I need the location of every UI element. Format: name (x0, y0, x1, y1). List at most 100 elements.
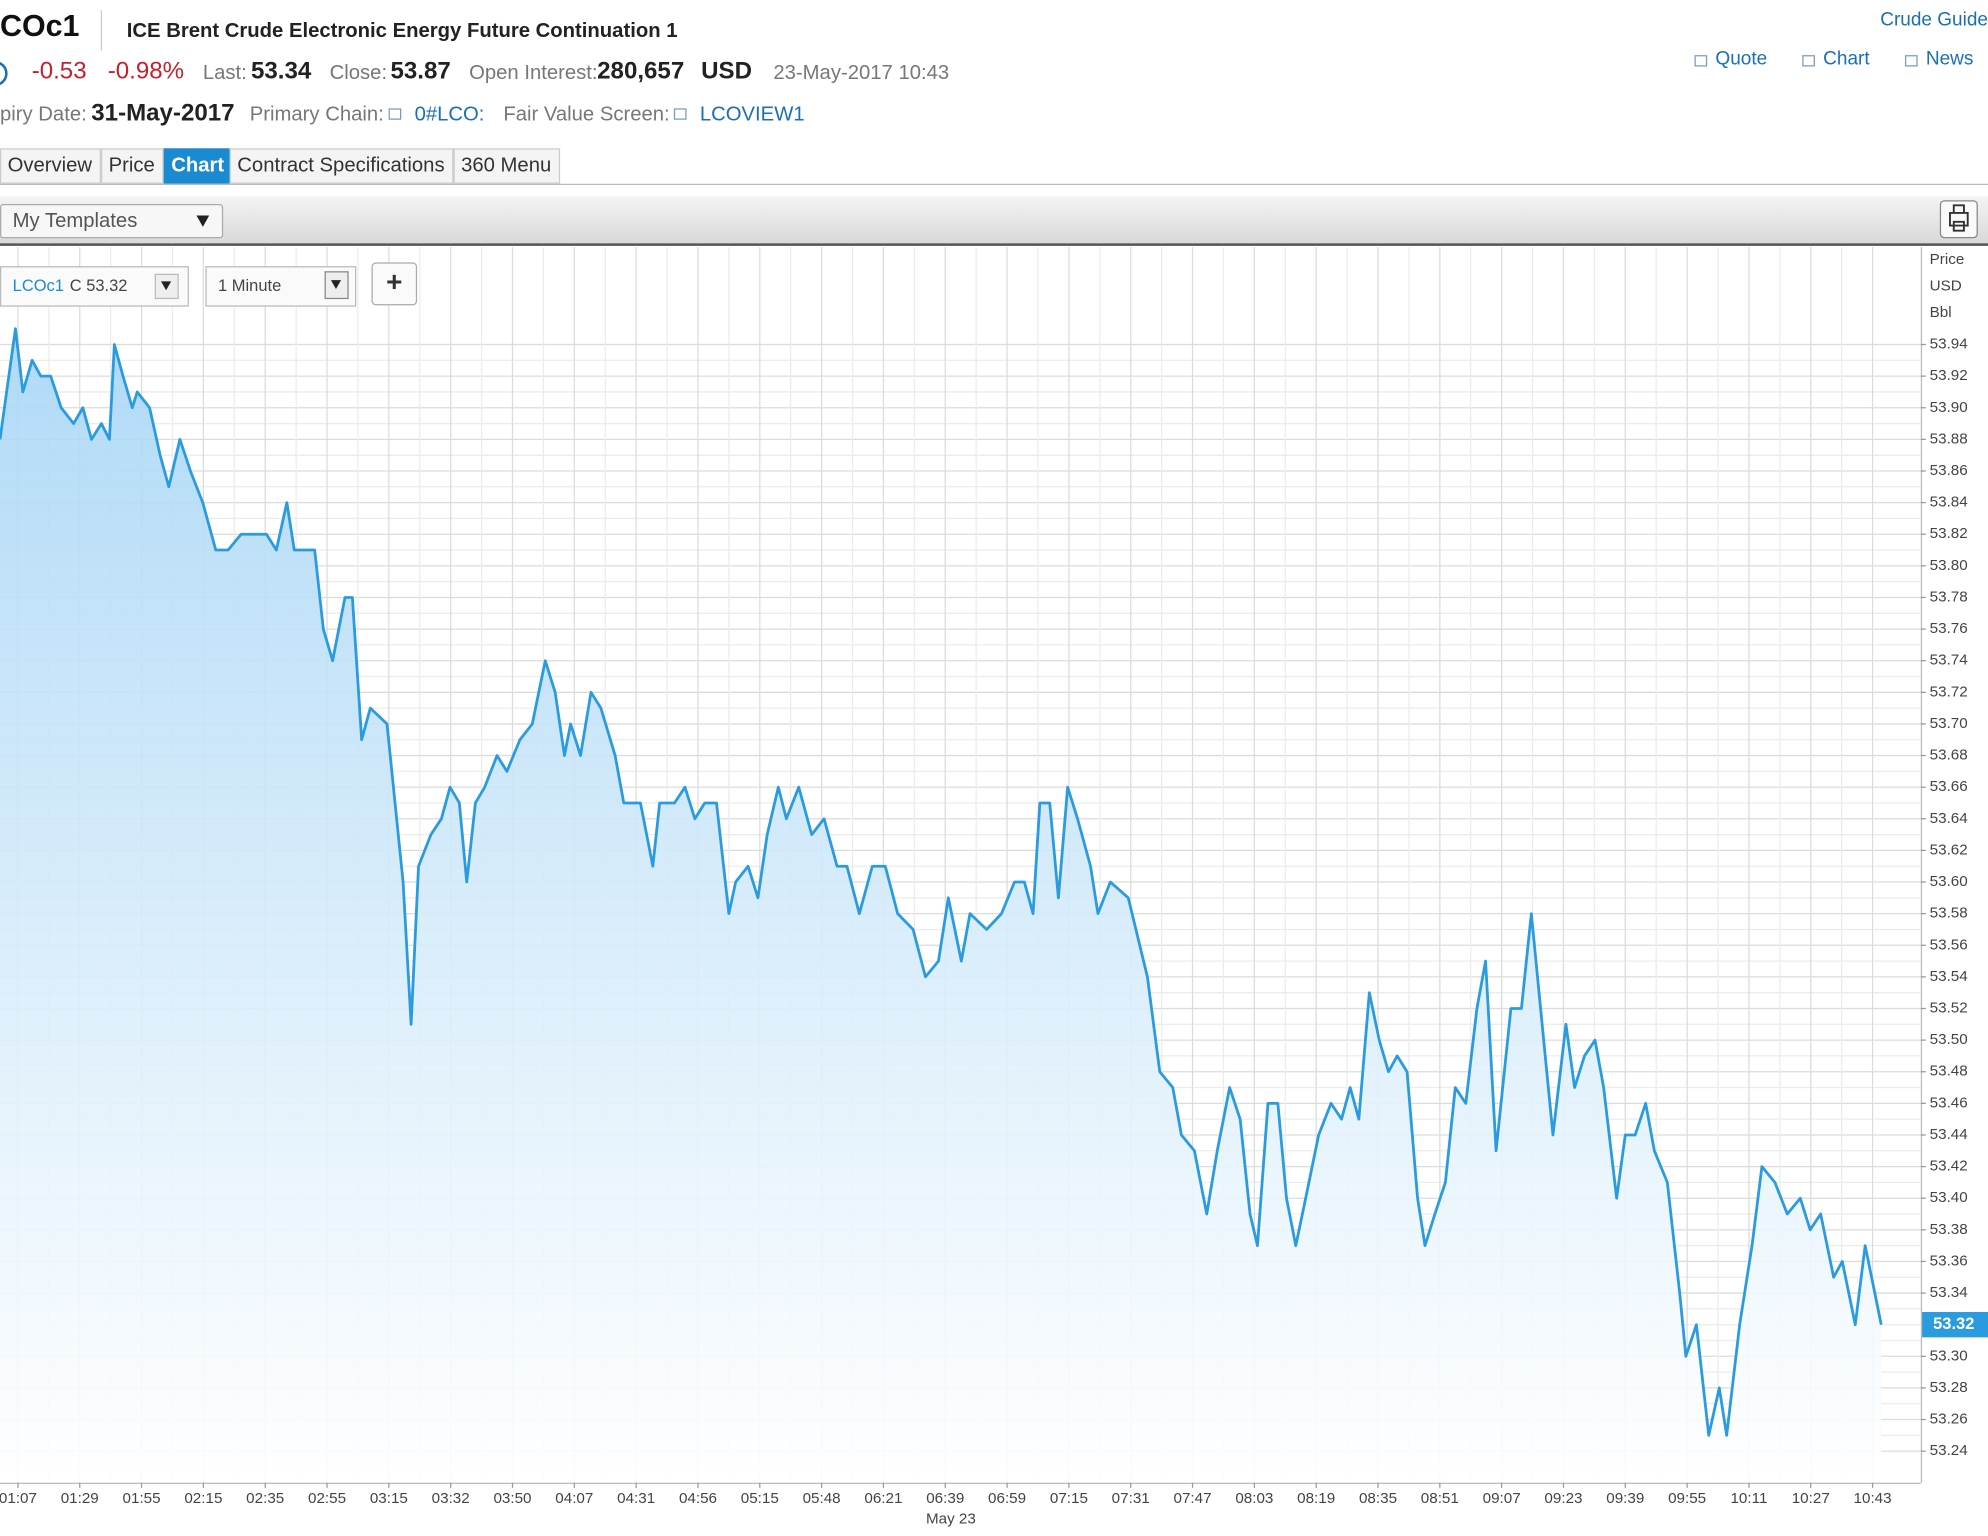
y-tick-label: 53.36 (1930, 1252, 1968, 1269)
tab-bar: Overview Price Chart Contract Specification… (0, 148, 561, 184)
x-tick-label: 05:48 (803, 1490, 841, 1507)
dropdown-arrow (161, 281, 172, 291)
x-tick-label: 04:31 (617, 1490, 655, 1507)
print-icon (1949, 204, 1969, 232)
y-tick-label: 53.86 (1930, 462, 1968, 479)
print-button[interactable] (1939, 200, 1978, 239)
x-tick-label: 01:55 (123, 1490, 161, 1507)
tab[interactable]: Price (100, 148, 164, 184)
tab-box (163, 148, 230, 184)
tab[interactable]: 360 Menu (453, 148, 561, 184)
x-tick-label: 04:07 (555, 1490, 593, 1507)
quote-link[interactable]: Quote (1715, 49, 1767, 70)
x-tick-label: 02:35 (246, 1490, 284, 1507)
x-tick-label: 08:51 (1421, 1490, 1459, 1507)
price-line (0, 327, 1883, 1437)
fv-label: Fair Value Screen: (503, 104, 669, 126)
x-tick-label: 09:39 (1606, 1490, 1644, 1507)
y-tick-label: 53.70 (1930, 715, 1968, 732)
x-tick-label: 03:15 (370, 1490, 408, 1507)
chart-link[interactable]: Chart (1823, 49, 1870, 70)
y-tick-label: 53.44 (1930, 1126, 1969, 1143)
x-tick-label: 09:55 (1668, 1490, 1706, 1507)
tab-label: Chart (171, 154, 224, 176)
x-tick-label: 06:59 (988, 1490, 1026, 1507)
tab[interactable]: Chart (163, 148, 230, 184)
tab-label: 360 Menu (461, 154, 551, 176)
y-tick-label: 53.56 (1930, 936, 1968, 953)
y-tick-label: 53.46 (1930, 1094, 1968, 1111)
tab[interactable]: Contract Specifications (229, 148, 454, 184)
expiry-value: 31-May-2017 (91, 99, 234, 126)
x-tick-label: 10:27 (1792, 1490, 1830, 1507)
y-tick-label: 53.88 (1930, 430, 1968, 447)
y-tick-label: 53.30 (1930, 1347, 1968, 1364)
templates-label: My Templates (13, 210, 138, 232)
y-tick-label: 53.90 (1930, 399, 1968, 416)
close-prefix: C (70, 277, 82, 295)
net-change: -0.53 (32, 58, 87, 85)
tab-label: Contract Specifications (237, 154, 444, 176)
guide-link[interactable]: Crude Guide (1880, 9, 1988, 30)
tab-label: Price (109, 154, 155, 176)
y-tick-label: 53.80 (1930, 557, 1968, 574)
instrument-name: ICE Brent Crude Electronic Energy Future… (127, 20, 678, 42)
y-tick-label: 53.72 (1930, 683, 1968, 700)
interval-label: 1 Minute (218, 277, 281, 295)
area-fill (0, 328, 1882, 1483)
y-tick-label: 53.68 (1930, 747, 1968, 764)
y-tick-label: 53.58 (1930, 905, 1968, 922)
dropdown-arrow (196, 215, 210, 227)
y-tick-label: 53.60 (1930, 873, 1968, 890)
y-tick-label: 53.52 (1930, 1000, 1968, 1017)
y-tick-label: 53.38 (1930, 1221, 1968, 1238)
tab-box (100, 148, 164, 184)
x-tick-label: 06:39 (926, 1490, 964, 1507)
x-tick-label: 01:29 (61, 1490, 99, 1507)
y-tick-label: 53.82 (1930, 525, 1968, 542)
series-last: 53.32 (86, 277, 127, 295)
templates-dropdown[interactable] (0, 204, 224, 239)
x-tick-label: 07:31 (1112, 1490, 1150, 1507)
y-tick-label: 53.66 (1930, 778, 1968, 795)
y-unit: Bbl (1930, 304, 1952, 321)
timestamp: 23-May-2017 10:43 (773, 62, 949, 84)
dropdown-arrow (330, 280, 342, 289)
last-label: Last: (203, 62, 247, 84)
x-tick-label: 07:15 (1050, 1490, 1088, 1507)
y-unit: Price (1930, 251, 1965, 268)
x-tick-label: 04:56 (679, 1490, 717, 1507)
status-icon (0, 61, 8, 86)
y-tick-label: 53.42 (1930, 1158, 1968, 1175)
y-tick-label: 53.28 (1930, 1379, 1968, 1396)
x-tick-label: 01:07 (0, 1490, 37, 1507)
y-tick-label: 53.62 (1930, 841, 1968, 858)
date-label: May 23 (926, 1511, 976, 1528)
news-link[interactable]: News (1926, 49, 1974, 70)
tab-box (0, 148, 101, 184)
x-tick-label: 05:15 (741, 1490, 779, 1507)
y-tick-label: 53.26 (1930, 1411, 1968, 1428)
add-button[interactable] (371, 262, 418, 306)
link-icon (673, 108, 687, 120)
y-unit: USD (1930, 277, 1962, 294)
x-tick-label: 08:35 (1359, 1490, 1397, 1507)
toolbar (0, 196, 1988, 245)
pct-change: -0.98% (108, 58, 184, 85)
close-value: 53.87 (391, 58, 451, 85)
tab[interactable]: Overview (0, 148, 101, 184)
y-tick-label: 53.84 (1930, 494, 1969, 511)
series-name: LCOc1 (13, 277, 64, 295)
y-tick-label: 53.24 (1930, 1442, 1969, 1459)
x-tick-label: 08:03 (1235, 1490, 1273, 1507)
x-tick-label: 06:21 (864, 1490, 902, 1507)
link-icon (388, 108, 402, 120)
last-value-label: 53.32 (1933, 1315, 1974, 1333)
x-tick-label: 02:15 (184, 1490, 222, 1507)
ric: COc1 (0, 9, 80, 43)
x-tick-label: 09:23 (1544, 1490, 1582, 1507)
y-tick-label: 53.64 (1930, 810, 1969, 827)
chain-link[interactable]: 0#LCO: (415, 104, 485, 126)
fv-link[interactable]: LCOVIEW1 (700, 104, 805, 126)
plot (0, 327, 1883, 1483)
